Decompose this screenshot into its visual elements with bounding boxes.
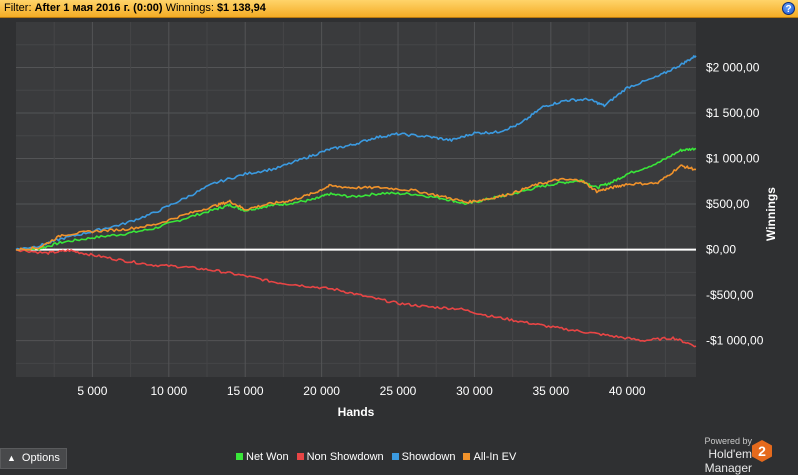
- x-tick-label: 40 000: [609, 384, 646, 398]
- legend-label: All-In EV: [473, 451, 517, 463]
- x-axis-title: Hands: [338, 405, 375, 419]
- legend-label: Net Won: [246, 451, 289, 463]
- series-line-non-showdown: [15, 248, 697, 348]
- y-tick-label: $500,00: [706, 197, 750, 211]
- powered-by-text: Powered by: [704, 436, 752, 446]
- legend-swatch: [463, 453, 471, 460]
- x-tick-label: 30 000: [456, 384, 493, 398]
- hm2-logo-icon: 2: [752, 440, 772, 462]
- y-tick-label: $0,00: [706, 243, 736, 257]
- y-tick-label: $1 500,00: [706, 106, 760, 120]
- legend-swatch: [391, 453, 399, 460]
- y-tick-label: $1 000,00: [706, 152, 760, 166]
- legend-label: Non Showdown: [306, 451, 384, 463]
- legend-label: Showdown: [401, 451, 456, 463]
- x-tick-label: 10 000: [150, 384, 187, 398]
- y-tick-label: -$1 000,00: [706, 334, 764, 348]
- x-tick-label: 25 000: [380, 384, 417, 398]
- chart-legend: Net Won Non Showdown Showdown All-In EV: [236, 451, 524, 465]
- legend-item: Net Won: [236, 451, 289, 463]
- filter-bar: Filter: After 1 мая 2016 г. (0:00) Winni…: [0, 0, 798, 18]
- series-line-showdown: [15, 55, 697, 251]
- legend-swatch: [236, 453, 243, 460]
- hm2-logo-text: 2: [758, 443, 766, 459]
- options-button[interactable]: ▲ Options: [0, 448, 67, 469]
- legend-swatch: [296, 453, 304, 460]
- y-axis-title: Winnings: [764, 187, 778, 241]
- question-mark-icon[interactable]: ?: [782, 2, 795, 15]
- y-tick-label: $2 000,00: [706, 61, 760, 75]
- series-line-net-won: [15, 147, 697, 252]
- legend-item: All-In EV: [463, 451, 516, 463]
- caret-up-icon: ▲: [7, 453, 16, 463]
- winnings-value: $1 138,94: [216, 2, 266, 14]
- powered-by: Powered by Hold'em Manager: [660, 436, 752, 475]
- legend-item: Non Showdown: [296, 451, 384, 463]
- x-tick-label: 35 000: [532, 384, 569, 398]
- options-label: Options: [21, 452, 60, 464]
- filter-value: After 1 мая 2016 г. (0:00): [34, 2, 163, 14]
- x-tick-label: 20 000: [303, 384, 340, 398]
- series-line-all-in-ev: [15, 164, 697, 251]
- powered-by-brand: Hold'em Manager: [704, 447, 752, 475]
- legend-item: Showdown: [391, 451, 456, 463]
- x-tick-label: 5 000: [77, 384, 107, 398]
- filter-label: Filter:: [4, 2, 32, 14]
- x-tick-label: 15 000: [227, 384, 264, 398]
- winnings-label: Winnings:: [165, 2, 214, 14]
- y-tick-label: -$500,00: [706, 288, 754, 302]
